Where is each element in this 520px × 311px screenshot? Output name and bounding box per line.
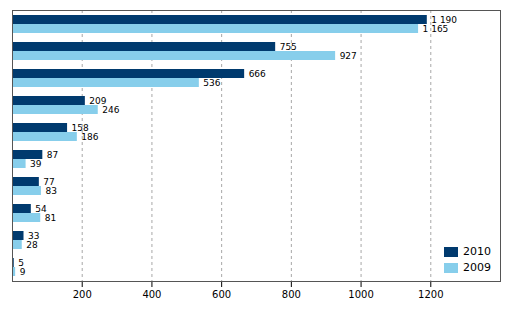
- svg-text:536: 536: [203, 78, 220, 88]
- svg-text:927: 927: [340, 51, 357, 61]
- svg-text:209: 209: [89, 95, 107, 106]
- svg-text:33: 33: [28, 230, 40, 241]
- svg-text:77: 77: [43, 176, 55, 187]
- svg-text:200: 200: [73, 289, 92, 300]
- svg-text:600: 600: [212, 289, 231, 300]
- svg-text:666: 666: [249, 69, 266, 79]
- svg-text:1000: 1000: [348, 289, 373, 300]
- svg-text:1 190: 1 190: [431, 14, 458, 25]
- svg-text:400: 400: [142, 289, 161, 300]
- html-text:2009: 2009: [463, 261, 491, 274]
- svg-text:1 165: 1 165: [423, 24, 449, 34]
- svg-text:1200: 1200: [418, 289, 443, 300]
- svg-text:246: 246: [102, 105, 119, 115]
- svg-text:54: 54: [35, 203, 47, 214]
- svg-text:87: 87: [47, 150, 58, 160]
- svg-text:83: 83: [45, 186, 56, 196]
- svg-text:158: 158: [71, 122, 89, 133]
- svg-text:39: 39: [30, 159, 42, 169]
- html-text:2010: 2010: [463, 245, 491, 258]
- svg-text:28: 28: [26, 240, 38, 250]
- svg-text:9: 9: [20, 267, 26, 277]
- svg-text:5: 5: [18, 257, 24, 268]
- svg-text:800: 800: [282, 289, 301, 300]
- svg-text:186: 186: [81, 132, 98, 142]
- svg-text:81: 81: [45, 213, 56, 223]
- svg-text:755: 755: [280, 42, 297, 52]
